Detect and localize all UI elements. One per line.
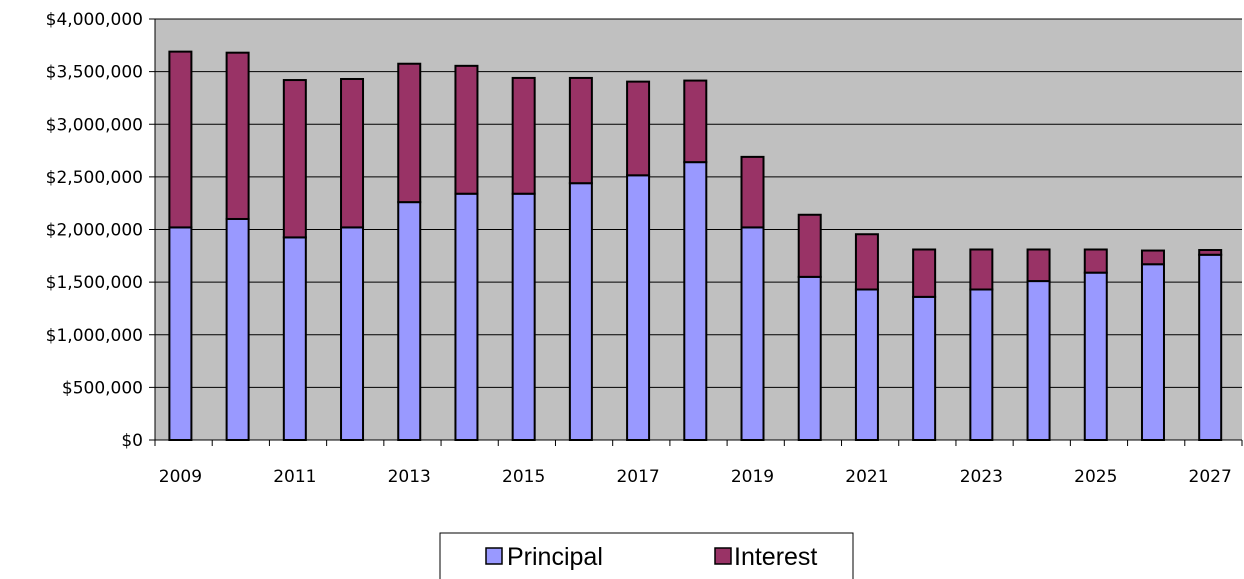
bar-interest-2023 (969, 248, 994, 291)
bar-interest-2021 (854, 233, 879, 291)
bar-interest-2011 (282, 79, 307, 239)
x-tick-label: 2025 (1074, 467, 1117, 487)
bar-principal-2012 (340, 226, 365, 441)
x-tick-label: 2011 (273, 467, 316, 487)
bar-principal-2027 (1198, 253, 1223, 441)
x-tick-label: 2027 (1189, 467, 1232, 487)
y-tick-label: $1,000,000 (46, 326, 143, 346)
bar-interest-2027 (1198, 249, 1223, 256)
bar-interest-2013 (397, 62, 422, 204)
y-tick-label: $500,000 (62, 378, 143, 398)
bars (168, 50, 1223, 442)
legend-box (439, 532, 854, 579)
y-tick-labels: $0 $500,000 $1,000,000 $1,500,000 $2,000,000… (46, 10, 143, 451)
bar-principal-2009 (168, 226, 193, 441)
bar-principal-2025 (1083, 271, 1108, 441)
bar-interest-2014 (454, 64, 479, 195)
bar-principal-2013 (397, 201, 422, 441)
bar-interest-2024 (1026, 248, 1051, 283)
bar-principal-2010 (225, 217, 250, 441)
bar-interest-2017 (626, 80, 651, 177)
bar-principal-2026 (1140, 263, 1165, 442)
y-tick-label: $3,000,000 (46, 115, 143, 135)
bar-interest-2022 (912, 248, 937, 298)
bar-principal-2024 (1026, 280, 1051, 442)
x-tick-label: 2009 (159, 467, 202, 487)
bar-interest-2012 (340, 77, 365, 229)
bar-interest-2018 (683, 79, 708, 164)
y-tick-label: $2,000,000 (46, 221, 143, 241)
bar-principal-2020 (797, 275, 822, 441)
bar-interest-2026 (1140, 249, 1165, 266)
bar-principal-2022 (912, 295, 937, 441)
bar-principal-2015 (511, 192, 536, 441)
bar-principal-2018 (683, 161, 708, 441)
bar-principal-2021 (854, 288, 879, 441)
legend: Principal Interest (439, 532, 854, 579)
x-tick-label: 2015 (502, 467, 545, 487)
x-tick-label: 2013 (388, 467, 431, 487)
y-tick-label: $4,000,000 (46, 10, 143, 30)
x-tick-label: 2017 (616, 467, 659, 487)
x-tick-label: 2019 (731, 467, 774, 487)
bar-principal-2017 (626, 174, 651, 441)
bar-principal-2011 (282, 236, 307, 441)
bar-interest-2016 (568, 76, 593, 185)
bar-interest-2020 (797, 213, 822, 278)
bar-interest-2009 (168, 50, 193, 229)
bar-principal-2019 (740, 226, 765, 441)
y-tick-label: $3,500,000 (46, 63, 143, 83)
axes (149, 18, 1243, 446)
x-tick-label: 2023 (960, 467, 1003, 487)
bar-interest-2025 (1083, 248, 1108, 274)
legend-label-principal: Principal (507, 543, 603, 571)
x-tick-label: 2021 (845, 467, 888, 487)
x-tick-labels: 2009 2011 2013 2015 2017 2019 2021 2023 2025 2027 (159, 467, 1232, 487)
bar-interest-2019 (740, 155, 765, 229)
y-tick-label: $2,500,000 (46, 168, 143, 188)
bar-interest-2010 (225, 51, 250, 220)
y-tick-label: $1,500,000 (46, 273, 143, 293)
y-tick-label: $0 (121, 431, 143, 451)
legend-label-interest: Interest (734, 543, 817, 571)
bar-principal-2016 (568, 182, 593, 441)
legend-swatch-interest (714, 547, 732, 565)
bar-interest-2015 (511, 76, 536, 195)
bar-principal-2023 (969, 288, 994, 441)
legend-swatch-principal (485, 547, 503, 565)
bar-principal-2014 (454, 192, 479, 441)
